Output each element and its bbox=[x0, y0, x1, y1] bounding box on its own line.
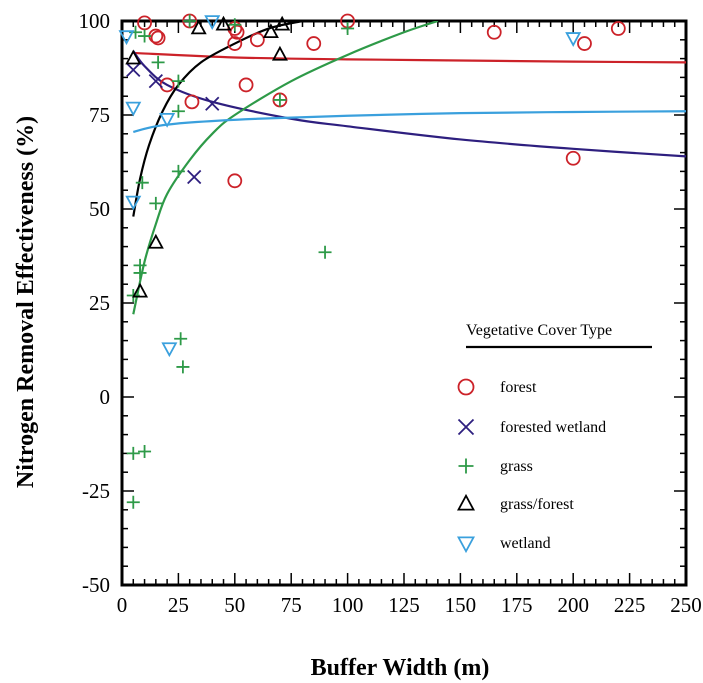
y-axis-title: Nitrogen Removal Effectiveness (%) bbox=[13, 116, 39, 488]
data-point-grass-forest bbox=[190, 19, 207, 35]
data-point-grass bbox=[151, 55, 165, 69]
data-point-grass-forest bbox=[125, 49, 142, 65]
x-tick-label: 200 bbox=[557, 593, 589, 617]
x-tick-label: 225 bbox=[614, 593, 646, 617]
data-point-grass-forest bbox=[274, 15, 291, 31]
data-point-forest bbox=[227, 36, 243, 51]
x-tick-label: 0 bbox=[117, 593, 128, 617]
x-tick-label: 50 bbox=[224, 593, 245, 617]
x-tick-label: 125 bbox=[388, 593, 420, 617]
data-point-wetland bbox=[118, 30, 135, 46]
data-point-forest bbox=[306, 36, 322, 51]
data-point-forest bbox=[150, 30, 166, 46]
data-point-wetland bbox=[204, 15, 221, 31]
data-point-grass-forest bbox=[132, 282, 149, 298]
legend-marker-grass-forest bbox=[456, 493, 476, 511]
y-tick-label: -25 bbox=[82, 479, 110, 503]
data-point-grass bbox=[171, 104, 185, 118]
legend-label-forested-wetland: forested wetland bbox=[500, 419, 606, 436]
data-point-wetland bbox=[565, 32, 582, 47]
y-tick-label: 100 bbox=[79, 9, 111, 33]
fit-curve-grass bbox=[132, 21, 439, 315]
data-point-grass bbox=[129, 25, 143, 39]
data-point-wetland bbox=[125, 101, 142, 117]
data-point-grass bbox=[138, 445, 152, 459]
x-tick-label: 100 bbox=[332, 593, 364, 617]
data-point-forest bbox=[229, 24, 245, 40]
data-point-grass bbox=[174, 332, 188, 346]
data-point-grass bbox=[126, 446, 140, 460]
y-tick-label: 25 bbox=[89, 291, 110, 315]
data-point-grass bbox=[126, 495, 140, 509]
plot-frame bbox=[120, 19, 688, 587]
legend-label-grass: grass bbox=[500, 458, 533, 475]
data-point-grass bbox=[133, 258, 147, 272]
legend-marker-forested-wetland bbox=[457, 418, 475, 436]
x-tick-label: 25 bbox=[168, 593, 189, 617]
series-forested-wetland bbox=[126, 62, 220, 185]
fit-curves bbox=[132, 21, 686, 315]
data-point-forested-wetland bbox=[205, 96, 220, 111]
data-point-grass-forest bbox=[147, 233, 164, 249]
data-point-grass bbox=[176, 360, 190, 374]
data-point-grass bbox=[138, 29, 152, 43]
data-point-grass-forest bbox=[271, 45, 288, 61]
data-point-grass bbox=[183, 14, 197, 28]
legend: Vegetative Cover Type forest forested wetl… bbox=[456, 322, 652, 554]
legend-title: Vegetative Cover Type bbox=[466, 322, 612, 339]
data-point-grass bbox=[171, 74, 185, 88]
data-point-grass bbox=[135, 176, 149, 190]
x-tick-label: 250 bbox=[670, 593, 702, 617]
fit-curve-forest bbox=[133, 51, 686, 64]
data-point-grass bbox=[341, 22, 355, 36]
data-point-grass bbox=[149, 196, 163, 210]
legend-label-forest: forest bbox=[500, 379, 537, 396]
data-point-forested-wetland bbox=[126, 62, 141, 78]
data-point-grass bbox=[273, 93, 287, 107]
y-tick-label: -50 bbox=[82, 573, 110, 597]
legend-marker-grass bbox=[458, 458, 474, 474]
data-point-forest bbox=[227, 173, 243, 189]
y-tick-label: 75 bbox=[89, 103, 110, 127]
data-point-wetland bbox=[161, 342, 178, 358]
y-tick-label: 0 bbox=[100, 385, 111, 409]
series-grass-forest bbox=[125, 15, 291, 298]
series-wetland bbox=[118, 15, 582, 358]
data-point-forested-wetland bbox=[187, 169, 202, 185]
data-point-forest bbox=[184, 94, 200, 110]
data-point-forest bbox=[238, 77, 254, 93]
data-point-grass bbox=[228, 18, 242, 32]
axes: 0 25 50 75 100 125 150 175 200 225 250 -50 -25 0 25 50 7… bbox=[79, 9, 702, 617]
data-point-wetland bbox=[125, 195, 142, 211]
data-point-grass bbox=[171, 164, 185, 178]
data-point-grass-forest bbox=[262, 23, 279, 39]
legend-marker-forest bbox=[457, 378, 475, 396]
data-point-forest bbox=[577, 36, 592, 51]
fit-curve-wetland bbox=[133, 110, 686, 133]
legend-label-wetland: wetland bbox=[500, 535, 551, 552]
series-forest bbox=[137, 13, 626, 189]
data-point-forest bbox=[137, 15, 152, 31]
data-point-forest bbox=[610, 21, 626, 36]
data-point-grass-forest bbox=[215, 15, 232, 31]
data-point-grass bbox=[318, 245, 332, 259]
data-point-wetland bbox=[159, 112, 176, 128]
x-tick-label: 175 bbox=[501, 593, 533, 617]
x-tick-label: 150 bbox=[445, 593, 477, 617]
data-point-forest bbox=[565, 150, 581, 166]
legend-label-grass-forest: grass/forest bbox=[500, 496, 574, 513]
legend-marker-wetland bbox=[456, 536, 476, 554]
data-points bbox=[118, 13, 626, 509]
data-point-forested-wetland bbox=[148, 74, 163, 89]
data-point-forest bbox=[249, 32, 265, 48]
x-tick-label: 75 bbox=[281, 593, 302, 617]
fit-curve-forested-wetland bbox=[132, 50, 686, 158]
data-point-forest bbox=[486, 24, 502, 40]
x-axis-title: Buffer Width (m) bbox=[311, 655, 490, 681]
y-tick-label: 50 bbox=[89, 197, 110, 221]
